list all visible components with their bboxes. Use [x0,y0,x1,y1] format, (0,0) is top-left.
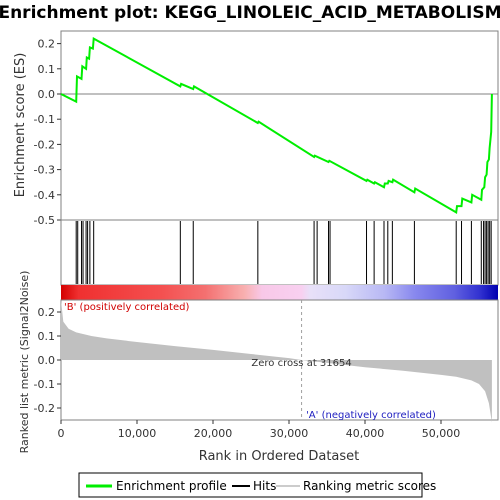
x-tick-label: 20,000 [194,427,233,440]
es-panel-frame [60,30,499,221]
x-tick-label: 0 [58,427,65,440]
heat-bar [61,285,498,300]
x-tick-label: 50,000 [422,427,461,440]
es-y-tick-label: 0.1 [38,63,56,76]
es-y-ticks: 0.2 0.1 0.0 -0.1 -0.2 -0.3 -0.4 -0.5 [34,38,61,227]
legend: Enrichment profile Hits Ranking metric s… [78,472,436,498]
heat-bar-strip [61,285,498,300]
es-y-tick-label: -0.1 [34,113,55,126]
hits-panel [60,219,499,286]
metric-y-tick-label: -0.2 [34,402,55,415]
metric-y-ticks: 0.2 0.1 0.0 -0.1 -0.2 [34,306,61,415]
heat-label-positive: 'B' (positively correlated) [64,302,189,313]
es-y-tick-label: -0.2 [34,138,55,151]
es-panel: 0.2 0.1 0.0 -0.1 -0.2 -0.3 -0.4 -0.5 Enrichment… [13,30,499,227]
hits-panel-frame [60,219,499,286]
es-y-tick-label: 0.2 [38,38,56,51]
es-y-tick-label: -0.3 [34,164,55,177]
x-tick-label: 40,000 [346,427,385,440]
metric-y-tick-label: 0.1 [38,330,56,343]
hit-lines [75,221,492,284]
metric-y-tick-label: 0.0 [38,354,56,367]
es-y-label: Enrichment score (ES) [13,53,28,198]
metric-y-tick-label: 0.2 [38,306,56,319]
legend-box [78,472,423,498]
legend-label-enrichment: Enrichment profile [116,479,227,493]
es-y-tick-label: -0.5 [34,214,55,227]
legend-label-hits: Hits [253,479,276,493]
es-y-tick-label: -0.4 [34,189,55,202]
metric-y-tick-label: -0.1 [34,378,55,391]
legend-label-ranking: Ranking metric scores [303,479,436,493]
x-axis-ticks: 0 10,000 20,000 30,000 40,000 50,000 [58,420,461,440]
x-tick-label: 30,000 [270,427,309,440]
x-tick-label: 10,000 [118,427,157,440]
es-y-tick-label: 0.0 [38,88,56,101]
metric-panel: 0.2 0.1 0.0 -0.1 -0.2 'B' (positively correl… [18,271,499,454]
heat-label-negative: 'A' (negatively correlated) [306,410,436,421]
enrichment-profile-line [60,36,493,215]
chart-title: Enrichment plot: KEGG_LINOLEIC_ACID_META… [0,3,500,23]
zero-cross-label: Zero cross at 31654 [251,358,351,369]
metric-y-label: Ranked list metric (Signal2Noise) [18,271,31,454]
ranking-metric-area [61,300,492,423]
x-axis-label: Rank in Ordered Dataset [199,449,360,464]
